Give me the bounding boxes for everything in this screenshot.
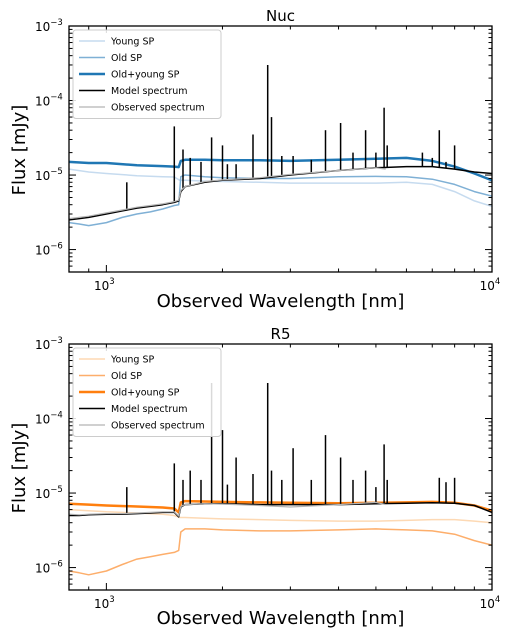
x-tick-label: 104 (480, 277, 501, 293)
legend-entry: Old SP (111, 53, 142, 64)
x-axis-label: Observed Wavelength [nm] (157, 291, 405, 312)
legend-entry: Old SP (111, 371, 142, 382)
series-line-2 (69, 499, 492, 514)
series-line-1 (69, 528, 492, 576)
x-tick-label: 103 (94, 595, 115, 611)
plot-frame (68, 25, 493, 273)
x-axis-label: Observed Wavelength [nm] (157, 608, 405, 629)
plot-area (69, 383, 492, 576)
panel-title: R5 (271, 325, 291, 343)
legend-box (72, 347, 222, 437)
legend: Young SP Old SP Old+young SP Model spectrum… (72, 29, 222, 119)
panel-r5: R5 Flux [mJy] Observed Wavelength [nm] 1… (9, 325, 500, 629)
legend-entry: Old+young SP (111, 70, 180, 81)
y-tick-label: 10−4 (35, 93, 63, 109)
legend: Young SP Old SP Old+young SP Model spectrum… (72, 347, 222, 437)
series-line-2 (69, 156, 492, 182)
panel-nuc: Nuc Flux [mJy] Observed Wavelength [nm] … (9, 7, 500, 312)
x-tick-label: 103 (94, 277, 115, 293)
y-tick-label: 10−3 (35, 18, 63, 34)
legend-entry: Observed spectrum (111, 421, 205, 432)
y-tick-label: 10−6 (35, 242, 63, 258)
series-line-4 (69, 501, 386, 517)
y-tick-label: 10−5 (35, 485, 63, 501)
legend-entry: Young SP (110, 355, 154, 366)
y-tick-label: 10−6 (35, 560, 63, 576)
y-tick-label: 10−3 (35, 336, 63, 352)
y-tick-label: 10−5 (35, 167, 63, 183)
series-line-3 (69, 502, 492, 518)
legend-entry: Young SP (110, 37, 154, 48)
panel-title: Nuc (266, 7, 295, 25)
y-axis-label: Flux [mJy] (9, 105, 30, 196)
plot-frame (68, 343, 493, 591)
y-tick-label: 10−4 (35, 411, 63, 427)
series-line-3 (69, 165, 492, 221)
legend-entry: Observed spectrum (111, 103, 205, 114)
x-tick-label: 104 (480, 595, 501, 611)
series-line-1 (69, 174, 492, 227)
legend-entry: Model spectrum (111, 404, 188, 415)
series-line-0 (69, 508, 492, 524)
legend-entry: Model spectrum (111, 86, 188, 97)
plot-area (69, 65, 492, 227)
legend-box (72, 29, 222, 119)
series-line-0 (69, 168, 492, 208)
y-axis-label: Flux [mJy] (9, 423, 30, 514)
series-line-4 (69, 167, 386, 220)
legend-entry: Old+young SP (111, 388, 180, 399)
